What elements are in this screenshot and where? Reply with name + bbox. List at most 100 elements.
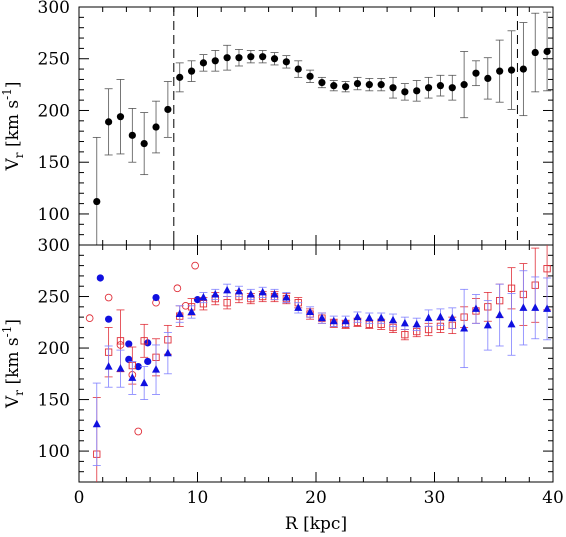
data-point — [424, 313, 433, 322]
data-point — [134, 362, 142, 371]
data-point — [341, 316, 350, 325]
data-point — [104, 293, 113, 302]
data-point — [412, 319, 421, 328]
data-point — [507, 284, 516, 292]
data-point — [507, 66, 516, 74]
data-point — [448, 313, 457, 322]
y-tick-label: 300 — [38, 0, 70, 18]
y-tick-label: 150 — [38, 153, 70, 173]
data-point — [128, 131, 136, 139]
data-point — [460, 81, 468, 89]
data-point — [134, 427, 143, 436]
data-point — [173, 284, 182, 293]
y-axis-label-part: ] — [3, 319, 23, 326]
y-axis-label-part: -1 — [0, 88, 14, 100]
data-point — [235, 54, 243, 62]
data-point — [144, 357, 152, 366]
y-tick-label: 100 — [38, 205, 70, 225]
data-point — [282, 58, 290, 66]
data-point — [342, 83, 350, 91]
y-tick-label: 150 — [38, 391, 70, 411]
y-axis-label-part: V — [3, 395, 23, 409]
data-point — [330, 82, 338, 90]
y-axis-label-part: [km s — [3, 100, 23, 153]
data-point — [389, 84, 397, 92]
data-point — [400, 318, 409, 327]
data-point — [163, 348, 172, 357]
data-point — [484, 74, 492, 82]
y-tick-label: 250 — [38, 50, 70, 70]
data-point — [247, 53, 255, 61]
x-axis-label: R [kpc] — [285, 514, 347, 534]
data-point — [211, 289, 220, 298]
data-point — [93, 197, 101, 206]
data-point — [543, 304, 552, 312]
data-point — [519, 303, 528, 311]
data-point — [282, 293, 291, 301]
data-point — [164, 105, 172, 114]
data-point — [140, 139, 148, 148]
y-axis-label-part: ] — [3, 82, 23, 89]
data-point — [211, 57, 219, 65]
data-point — [223, 285, 232, 294]
data-point — [152, 365, 161, 373]
y-axis-label-part: [km s — [3, 337, 23, 390]
data-point — [448, 84, 456, 92]
data-point — [258, 287, 267, 296]
data-point — [187, 307, 196, 315]
data-point — [125, 340, 133, 348]
x-axis: R [kpc] 0 10 20 30 40 — [74, 488, 564, 534]
data-point — [96, 274, 104, 282]
data-point — [365, 313, 374, 322]
data-point — [152, 293, 160, 302]
y-tick-label: 300 — [38, 236, 70, 256]
data-point — [259, 53, 267, 61]
data-point — [413, 87, 421, 95]
data-point — [329, 316, 338, 325]
data-point — [353, 79, 362, 88]
data-point — [116, 337, 125, 345]
data-point — [306, 307, 315, 315]
data-point — [377, 313, 386, 322]
x-tick-label: 30 — [424, 488, 446, 508]
data-point — [92, 419, 101, 428]
data-point — [175, 309, 184, 318]
panel-frame — [78, 6, 554, 246]
data-point — [199, 293, 208, 301]
data-point — [306, 72, 314, 80]
data-point — [270, 55, 279, 63]
data-point — [436, 82, 445, 90]
data-point — [246, 289, 255, 298]
data-point — [353, 312, 362, 321]
data-point — [176, 73, 184, 81]
data-point — [223, 54, 231, 62]
data-point — [234, 286, 243, 295]
data-point — [472, 69, 480, 77]
data-point — [85, 314, 94, 323]
data-point — [460, 323, 469, 332]
data-point — [317, 313, 326, 322]
data-point — [401, 330, 409, 339]
data-point — [318, 78, 326, 87]
data-point — [519, 65, 527, 73]
data-point — [125, 355, 133, 363]
data-point — [187, 67, 196, 75]
data-point — [294, 65, 302, 73]
data-point — [193, 296, 202, 304]
data-point — [495, 310, 504, 319]
x-tick-label: 0 — [74, 488, 85, 508]
data-point — [116, 364, 125, 372]
data-point — [543, 47, 551, 56]
y-axis-label-part: r — [12, 152, 26, 158]
y-axis-label: Vr [km s-1] — [0, 319, 26, 409]
x-tick-label: 40 — [542, 488, 564, 508]
data-point — [105, 315, 113, 323]
data-point — [401, 88, 409, 96]
data-point — [140, 378, 149, 387]
data-point — [424, 84, 433, 92]
data-point — [152, 123, 160, 131]
data-point — [496, 67, 504, 75]
data-point — [294, 303, 303, 311]
data-point — [191, 261, 199, 270]
data-layer — [92, 11, 552, 245]
